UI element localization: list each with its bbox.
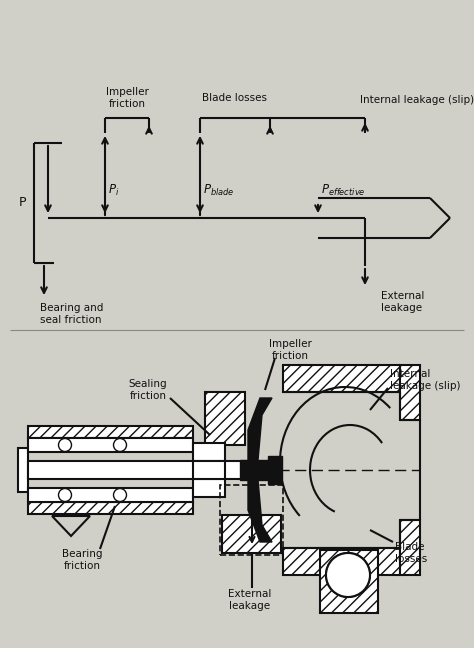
Text: Impeller
friction: Impeller friction [106,87,148,109]
Circle shape [113,489,127,502]
Bar [205,392,245,445]
Bar [28,488,193,502]
Text: Internal leakage (slip): Internal leakage (slip) [360,95,474,105]
Bar [193,461,225,479]
Text: Sealing
friction: Sealing friction [128,379,167,401]
Bar [222,515,281,553]
Bar [283,548,400,575]
Bar [193,479,225,497]
Bar [18,448,28,492]
Circle shape [326,553,370,597]
Bar [240,460,270,480]
Bar [283,365,400,392]
Text: P: P [18,196,26,209]
Text: Bearing
friction: Bearing friction [62,550,102,571]
Text: $P_{blade}$: $P_{blade}$ [203,183,235,198]
Text: External
leakage: External leakage [381,291,424,313]
Text: Blade losses: Blade losses [202,93,267,103]
Bar [28,461,253,479]
Text: Internal
leakage (slip): Internal leakage (slip) [390,369,461,391]
Text: External
leakage: External leakage [228,589,272,611]
Bar [220,485,283,555]
Bar [400,520,420,575]
Text: Blade
losses: Blade losses [395,542,427,564]
Bar [268,456,282,484]
Circle shape [58,439,72,452]
Circle shape [113,439,127,452]
Bar [28,438,193,452]
Bar [193,443,225,461]
Bar [28,502,193,514]
Bar [28,426,193,438]
Text: Bearing and
seal friction: Bearing and seal friction [40,303,103,325]
Text: $P_i$: $P_i$ [108,183,119,198]
Circle shape [326,553,370,597]
Bar [400,365,420,420]
Text: $P_{effective}$: $P_{effective}$ [321,183,365,198]
Circle shape [58,489,72,502]
Bar [320,550,378,613]
Polygon shape [248,480,272,542]
Polygon shape [248,398,272,460]
Text: Impeller
friction: Impeller friction [269,339,311,361]
